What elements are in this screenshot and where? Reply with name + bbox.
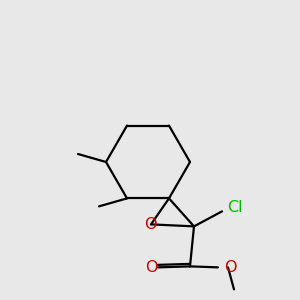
Text: O: O <box>224 260 236 275</box>
Text: O: O <box>145 260 157 275</box>
Text: O: O <box>144 217 156 232</box>
Text: Cl: Cl <box>227 200 243 215</box>
